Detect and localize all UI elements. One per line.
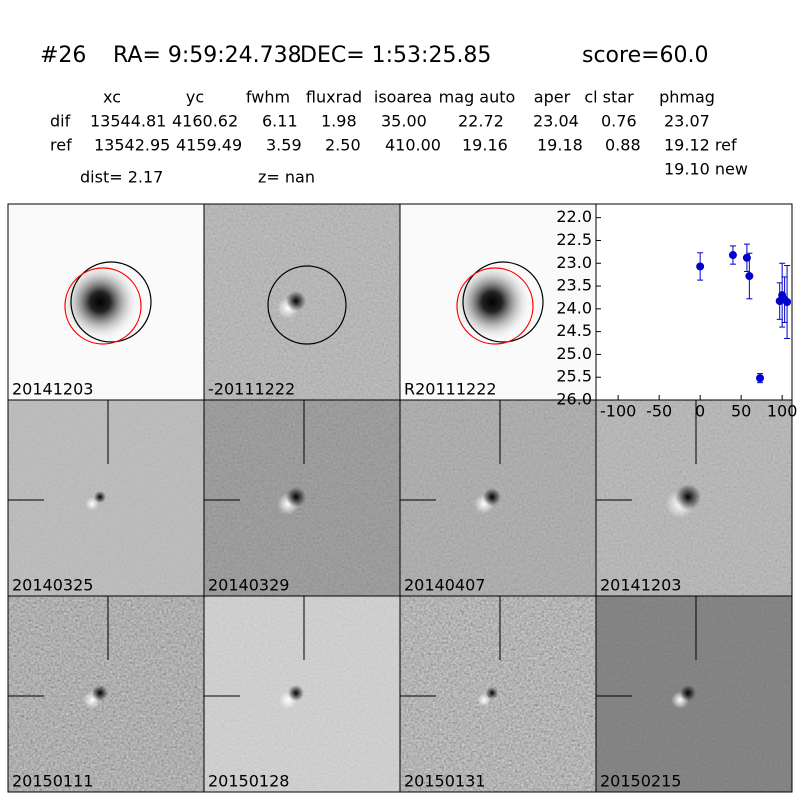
x-tick-label: 50 — [731, 402, 751, 421]
point — [696, 262, 705, 271]
y-tick-label: 23.0 — [556, 253, 592, 272]
y-tick-label: 26.0 — [556, 390, 592, 409]
row-label: dif — [50, 112, 71, 131]
point — [745, 272, 754, 281]
table-cell: 4159.49 — [176, 136, 242, 155]
aperture — [456, 267, 534, 345]
negative-lobe — [486, 687, 498, 699]
x-tick-label: -100 — [600, 402, 636, 421]
y-tick-label: 24.5 — [556, 321, 592, 340]
stamp-label: 20140329 — [208, 576, 289, 595]
negative-lobe — [675, 484, 701, 510]
stamp — [595, 595, 793, 793]
stamp-label: R20111222 — [404, 380, 497, 399]
ra: RA= 9:59:24.738 — [113, 43, 302, 68]
stamp-label: 20150111 — [12, 772, 93, 791]
table-cell: 23.04 — [533, 112, 579, 131]
table-cell: 0.76 — [601, 112, 637, 131]
y-tick-label: 22.5 — [556, 230, 592, 249]
point — [756, 374, 765, 383]
negative-lobe — [483, 488, 501, 506]
stamp-label: 20150128 — [208, 772, 289, 791]
column-header: mag auto — [439, 88, 516, 107]
source — [60, 262, 140, 342]
column-header: fluxrad — [306, 88, 362, 107]
plot-area — [595, 203, 793, 401]
source — [452, 262, 532, 342]
stamp-label: -20111222 — [208, 380, 295, 399]
negative-lobe — [286, 487, 306, 507]
table-cell: 3.59 — [266, 136, 302, 155]
aperture — [64, 267, 142, 345]
stamp-label: 20141203 — [12, 380, 93, 399]
score: score=60.0 — [582, 43, 709, 68]
negative-lobe — [94, 491, 106, 503]
column-header: xc — [103, 88, 121, 107]
y-tick-label: 22.0 — [556, 207, 592, 226]
table-cell: 22.72 — [458, 112, 504, 131]
point — [728, 251, 737, 260]
x-tick-label: -50 — [646, 402, 672, 421]
stamp — [7, 595, 205, 793]
stamp — [203, 203, 401, 401]
table-cell: 0.88 — [605, 136, 641, 155]
aperture — [462, 261, 544, 343]
dec: DEC= 1:53:25.85 — [300, 43, 491, 68]
stamp-label: 20150131 — [404, 772, 485, 791]
y-tick-label: 24.0 — [556, 298, 592, 317]
table-cell: 6.11 — [262, 112, 298, 131]
table-cell: 35.00 — [381, 112, 427, 131]
stamp-noise — [400, 596, 596, 792]
table-cell: 410.00 — [385, 136, 441, 155]
aperture — [70, 261, 152, 343]
column-header: fwhm — [246, 88, 290, 107]
table-cell: 23.07 — [664, 112, 710, 131]
column-header: phmag — [659, 88, 715, 107]
column-header: cl star — [584, 88, 634, 107]
aperture — [267, 265, 347, 345]
redshift: z= nan — [258, 168, 315, 187]
table-cell: 13544.81 — [90, 112, 166, 131]
column-header: isoarea — [374, 88, 432, 107]
stamp-frame — [595, 595, 793, 793]
table-cell: 19.12 ref — [664, 136, 737, 155]
table-cell: 19.16 — [462, 136, 508, 155]
table-cell: 2.50 — [325, 136, 361, 155]
stamp — [7, 399, 205, 597]
stamp — [7, 203, 205, 401]
x-tick-label: 100 — [767, 402, 798, 421]
stamp-label: 20141203 — [600, 576, 681, 595]
table-cell: 1.98 — [321, 112, 357, 131]
y-tick-label: 25.5 — [556, 367, 592, 386]
negative-lobe — [92, 685, 108, 701]
y-tick-label: 23.5 — [556, 276, 592, 295]
point — [783, 298, 792, 306]
dist: dist= 2.17 — [80, 168, 163, 187]
y-tick-label: 25.0 — [556, 344, 592, 363]
stamp — [399, 595, 597, 793]
candidate-id: #26 — [40, 43, 86, 68]
negative-lobe — [680, 685, 696, 701]
stamp — [203, 595, 401, 793]
stamp — [399, 399, 597, 597]
stamp-label: 20150215 — [600, 772, 681, 791]
stamp — [399, 203, 597, 401]
negative-lobe — [286, 291, 306, 311]
table-cell: 4160.62 — [172, 112, 238, 131]
phmag-new: 19.10 new — [664, 160, 748, 179]
stamp — [595, 399, 793, 597]
column-header: yc — [186, 88, 204, 107]
negative-lobe — [288, 685, 304, 701]
stamp-noise — [8, 400, 204, 596]
column-header: aper — [534, 88, 571, 107]
stamp-label: 20140407 — [404, 576, 485, 595]
x-tick-label: 0 — [695, 402, 705, 421]
row-label: ref — [50, 136, 72, 155]
table-cell: 13542.95 — [94, 136, 170, 155]
stamp — [203, 399, 401, 597]
stamp-label: 20140325 — [12, 576, 93, 595]
table-cell: 19.18 — [537, 136, 583, 155]
